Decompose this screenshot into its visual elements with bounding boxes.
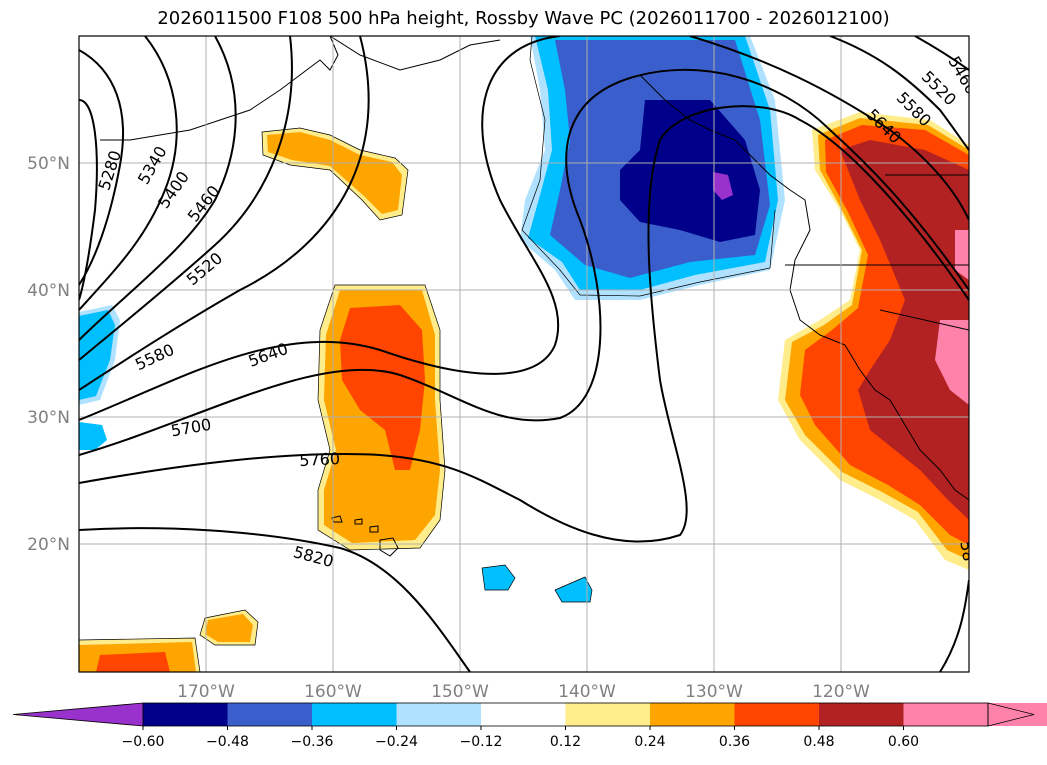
gridlines <box>79 36 969 672</box>
colorbar: −0.60 −0.48 −0.36 −0.24 −0.12 0.12 0.24 0.36 0.4… <box>12 702 1047 750</box>
positive-anomaly-north-pacific <box>262 128 408 220</box>
colorbar-tick-label: −0.12 <box>460 734 503 750</box>
map-plot-area: 5280 5340 5400 5460 5520 5580 5640 5700 … <box>79 36 978 672</box>
lon-label-140w: 140°W <box>558 682 616 702</box>
colorbar-tick-label: 0.24 <box>634 734 665 750</box>
longitude-labels: 170°W 160°W 150°W 140°W 130°W 120°W <box>177 682 870 702</box>
colorbar-tick-label: 0.48 <box>803 734 834 750</box>
anomaly-outlines <box>79 36 776 672</box>
colorbar-segment <box>819 703 904 726</box>
lat-label-30n: 30°N <box>27 408 70 428</box>
lon-label-170w: 170°W <box>177 682 235 702</box>
lon-label-150w: 150°W <box>431 682 489 702</box>
hawaiian-islands <box>331 515 399 557</box>
colorbar-segment <box>396 703 482 726</box>
colorbar-segment <box>312 703 397 726</box>
colorbar-segment <box>903 703 989 726</box>
colorbar-tick-label: −0.36 <box>291 734 334 750</box>
colorbar-tick-label: −0.60 <box>122 734 165 750</box>
lon-label-120w: 120°W <box>812 682 870 702</box>
colorbar-tick-label: 0.12 <box>550 734 581 750</box>
colorbar-segment <box>227 703 313 726</box>
colorbar-segment <box>650 703 735 726</box>
colorbar-segment <box>565 703 651 726</box>
latitude-labels: 50°N 40°N 30°N 20°N <box>27 154 70 555</box>
lon-label-130w: 130°W <box>685 682 743 702</box>
colorbar-tick-label: −0.24 <box>375 734 418 750</box>
lat-label-20n: 20°N <box>27 535 70 555</box>
colorbar-tick-label: 0.36 <box>719 734 750 750</box>
lat-label-40n: 40°N <box>27 281 70 301</box>
colorbar-segment <box>734 703 820 726</box>
colorbar-tick-label: 0.60 <box>888 734 919 750</box>
contour-label-58-east: 58 <box>956 539 978 562</box>
map-title: 2026011500 F108 500 hPa height, Rossby W… <box>157 8 890 29</box>
height-contours <box>79 36 969 672</box>
contour-label-5760: 5760 <box>299 449 341 470</box>
map-frame <box>78 35 970 673</box>
lat-label-50n: 50°N <box>27 154 70 174</box>
colorbar-tick-label: −0.48 <box>206 734 249 750</box>
colorbar-segment <box>481 703 566 726</box>
colorbar-extend-left <box>12 702 144 727</box>
lon-label-160w: 160°W <box>304 682 362 702</box>
colorbar-segment <box>143 703 228 726</box>
